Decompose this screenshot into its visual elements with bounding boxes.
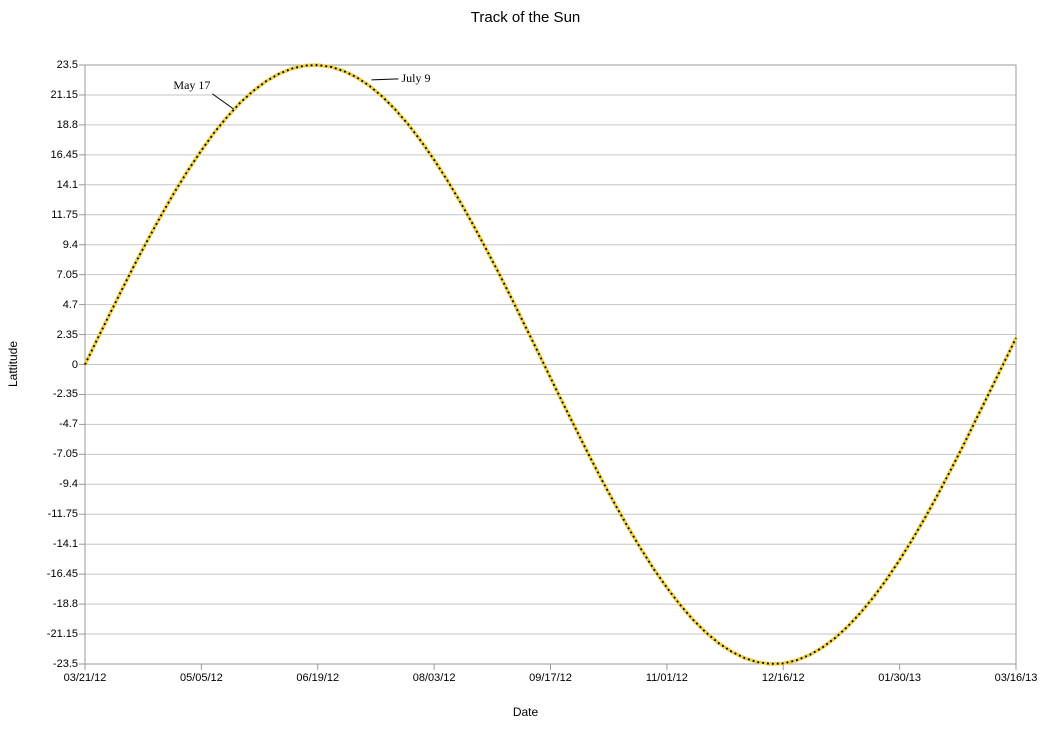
y-tick-label: 18.8: [56, 118, 78, 131]
y-tick-label: 23.5: [56, 59, 78, 71]
x-tick-label: 05/05/12: [179, 672, 223, 684]
y-axis-title: Lattitude: [6, 340, 20, 388]
x-axis-title: Date: [512, 705, 539, 719]
x-tick-label: 03/16/13: [994, 672, 1038, 684]
y-tick-label: 0: [71, 358, 78, 371]
y-tick-label: 2.35: [56, 328, 78, 341]
annotation-leader-line: [371, 78, 399, 81]
y-tick-label: 7.05: [56, 268, 78, 281]
y-tick-label: -4.7: [59, 418, 78, 431]
x-tick-label: 12/16/12: [761, 672, 805, 684]
sun-track-markers: [84, 64, 1017, 665]
y-tick-label: -16.45: [46, 568, 78, 581]
chart-title: Track of the Sun: [470, 9, 581, 26]
y-tick-label: 16.45: [50, 148, 78, 161]
y-tick-label: 21.15: [50, 88, 78, 101]
y-tick-label: -18.8: [52, 598, 78, 611]
y-tick-label: -9.4: [59, 478, 78, 491]
annotation-july-9: July 9: [401, 70, 431, 85]
y-tick-label: 9.4: [62, 238, 78, 251]
y-tick-label: -21.15: [46, 628, 78, 641]
y-tick-label: -14.1: [52, 538, 78, 551]
x-tick-label: 06/19/12: [296, 672, 340, 684]
annotation-may-17: May 17: [173, 77, 211, 92]
y-tick-label: -2.35: [52, 388, 78, 401]
annotation-leader-line: [212, 93, 234, 110]
x-tick-label: 03/21/12: [63, 672, 107, 684]
y-tick-label: 11.75: [51, 208, 78, 221]
x-tick-label: 01/30/13: [878, 672, 922, 684]
x-tick-label: 09/17/12: [529, 672, 572, 684]
y-tick-label: -7.05: [52, 448, 78, 461]
y-tick-label: -11.75: [47, 508, 78, 521]
x-tick-label: 08/03/12: [412, 672, 456, 684]
y-tick-label: 14.1: [56, 178, 78, 191]
y-tick-label: -23.5: [52, 658, 78, 670]
x-tick-label: 11/01/12: [645, 672, 688, 684]
y-tick-label: 4.7: [62, 298, 78, 311]
